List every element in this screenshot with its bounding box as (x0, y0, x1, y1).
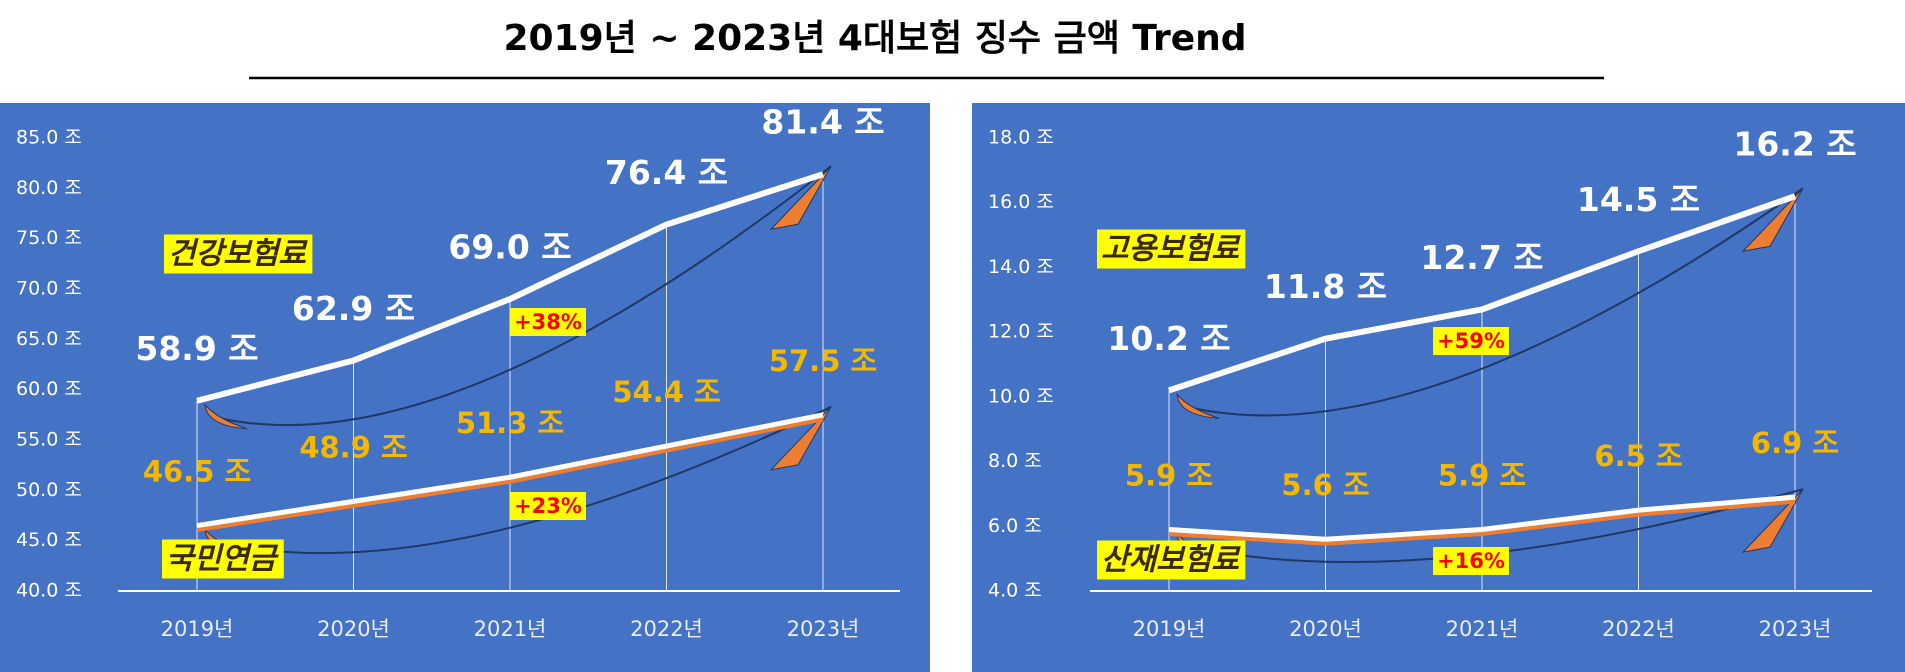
y-tick-label: 85.0 조 (16, 127, 82, 149)
series-name: 고용보험료 (1101, 232, 1241, 267)
trend-arrow-head (1741, 488, 1804, 553)
series-line (196, 412, 824, 529)
series-line (1168, 193, 1796, 394)
x-tick-label: 2019년 (161, 617, 234, 641)
series-name-box (162, 539, 284, 579)
value-label: 62.9 조 (292, 289, 415, 328)
y-tick-label: 14.0 조 (988, 256, 1054, 278)
value-label: 16.2 조 (1733, 125, 1856, 164)
series-name-box (1097, 540, 1246, 580)
series-line (1168, 494, 1796, 542)
trend-arrow-head (769, 406, 832, 471)
line-shadow (1168, 498, 1796, 546)
x-tick-label: 2020년 (317, 617, 390, 641)
trend-arrow-head (1741, 187, 1804, 253)
annotation-box (510, 308, 586, 336)
series-name: 건강보험료 (168, 237, 308, 272)
value-label: 51.3 조 (456, 406, 564, 440)
trend-arrow-curve (221, 165, 832, 427)
value-label: 5.9 조 (1438, 459, 1526, 493)
y-tick-label: 70.0 조 (16, 278, 82, 300)
trend-arrow-tail (204, 403, 248, 430)
x-tick-label: 2019년 (1133, 617, 1206, 641)
series-name-box (164, 234, 313, 274)
x-tick-label: 2022년 (1602, 617, 1675, 641)
value-label: 57.5 조 (769, 344, 877, 378)
value-label: 69.0 조 (448, 228, 571, 267)
series-name: 국민연금 (166, 542, 280, 577)
value-label: 5.6 조 (1281, 468, 1369, 502)
value-label: 48.9 조 (299, 430, 407, 464)
x-tick-label: 2020년 (1289, 617, 1362, 641)
annotation: +23% (514, 494, 582, 518)
y-tick-label: 80.0 조 (16, 177, 82, 199)
annotation-box (1433, 327, 1509, 355)
value-label: 81.4 조 (761, 103, 884, 142)
trend-arrow-head (769, 165, 832, 231)
series-name-box (1097, 229, 1246, 269)
line-shadow (196, 416, 824, 533)
value-label: 58.9 조 (135, 329, 258, 368)
x-tick-label: 2023년 (1759, 617, 1832, 641)
y-tick-label: 16.0 조 (988, 191, 1054, 213)
y-tick-label: 55.0 조 (16, 429, 82, 451)
value-label: 54.4 조 (612, 375, 720, 409)
y-tick-label: 75.0 조 (16, 227, 82, 249)
annotation: +16% (1437, 549, 1505, 573)
x-tick-label: 2021년 (1446, 617, 1519, 641)
y-tick-label: 4.0 조 (988, 580, 1042, 602)
page-title: 2019년 ~ 2023년 4대보험 징수 금액 Trend (503, 18, 1246, 59)
value-label: 14.5 조 (1577, 180, 1700, 219)
y-tick-label: 18.0 조 (988, 127, 1054, 149)
x-tick-label: 2021년 (474, 617, 547, 641)
y-tick-label: 40.0 조 (16, 580, 82, 602)
annotation: +38% (514, 310, 582, 334)
y-tick-label: 8.0 조 (988, 450, 1042, 472)
value-label: 12.7 조 (1420, 238, 1543, 277)
value-label: 6.5 조 (1594, 439, 1682, 473)
trend-arrow-curve (1193, 187, 1804, 417)
value-label: 6.9 조 (1751, 426, 1839, 460)
value-label: 11.8 조 (1264, 267, 1387, 306)
x-tick-label: 2023년 (787, 617, 860, 641)
annotation-box (1433, 547, 1509, 575)
annotation: +59% (1437, 329, 1505, 353)
y-tick-label: 12.0 조 (988, 321, 1054, 343)
value-label: 76.4 조 (605, 153, 728, 192)
y-tick-label: 45.0 조 (16, 529, 82, 551)
y-tick-label: 50.0 조 (16, 479, 82, 501)
panel (972, 103, 1905, 672)
value-label: 5.9 조 (1125, 459, 1213, 493)
y-tick-label: 6.0 조 (988, 515, 1042, 537)
y-tick-label: 65.0 조 (16, 328, 82, 350)
series-line (196, 171, 824, 404)
y-tick-label: 60.0 조 (16, 378, 82, 400)
x-tick-label: 2022년 (630, 617, 703, 641)
annotation-box (510, 492, 586, 520)
trend-arrow-tail (1176, 392, 1220, 419)
series-name: 산재보험료 (1101, 543, 1241, 578)
value-label: 10.2 조 (1107, 319, 1230, 358)
value-label: 46.5 조 (143, 455, 251, 489)
trend-arrow-curve (221, 405, 832, 555)
y-tick-label: 10.0 조 (988, 385, 1054, 407)
